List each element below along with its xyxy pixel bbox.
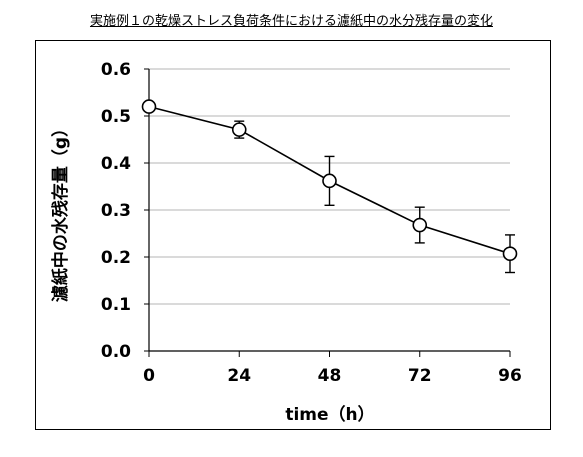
data-point [233,123,246,136]
y-tick-label: 0.4 [101,154,131,174]
data-point [413,219,426,232]
y-tick-label: 0.0 [101,342,131,362]
x-tick-label: 48 [318,366,342,386]
y-tick-label: 0.1 [101,295,131,315]
axes [144,69,510,357]
data-point [143,100,156,113]
data-point [323,174,336,187]
y-tick-label: 0.3 [101,201,131,221]
data-point [504,247,517,260]
y-tick-label: 0.6 [101,60,131,80]
y-tick-label: 0.2 [101,248,131,268]
x-axis-label: time（h） [285,404,374,425]
x-tick-label: 96 [498,366,522,386]
x-tick-label: 24 [227,366,251,386]
y-axis-label: 濾紙中の水残存量（g） [50,120,71,302]
x-tick-label: 72 [408,366,432,386]
y-tick-label: 0.5 [101,107,131,127]
x-tick-label: 0 [143,366,155,386]
series [143,100,517,272]
tick-labels: 0.0 0.1 0.2 0.3 0.4 0.5 0.6 0 24 48 72 96 [101,60,522,386]
